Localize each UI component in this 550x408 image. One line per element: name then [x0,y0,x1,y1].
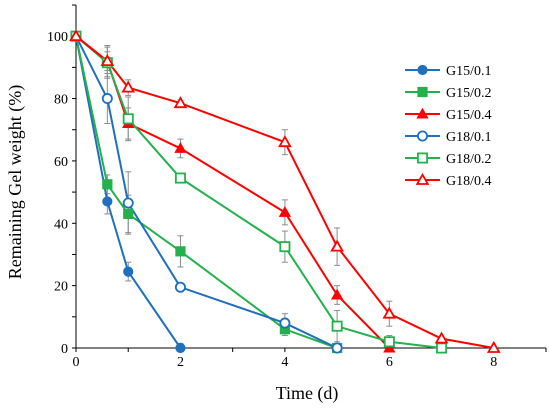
x-tick-label: 8 [490,355,497,370]
data-point-g15-0-2 [123,208,134,220]
y-tick-label: 20 [54,280,68,295]
legend-item-g15-0-1: G15/0.1 [405,64,492,79]
data-point-g15-0-1 [175,342,186,354]
legend-marker-g15-0-1 [417,64,428,76]
data-point-g15-0-2 [102,179,113,190]
legend-marker-g18-0-2 [416,152,428,164]
legend-label-g15-0-2: G15/0.2 [446,86,492,101]
legend: G15/0.1 G15/0.2 G15/0.4 G18/0.1 G18/0.2 G18/0… [405,64,492,189]
series-line-g18-0-4 [75,35,494,349]
data-point-g18-0-2 [436,342,448,354]
y-tick-label: 0 [61,342,68,357]
data-point-g18-0-1 [174,281,186,293]
legend-item-g15-0-2: G15/0.2 [405,86,492,101]
legend-label-g15-0-1: G15/0.1 [446,64,492,79]
series-line-g15-0-2 [75,35,338,349]
legend-label-g18-0-1: G18/0.1 [446,130,492,145]
data-point-g15-0-1 [123,266,134,277]
data-point-g18-0-4 [382,306,397,319]
data-point-g18-0-4 [121,80,136,93]
y-axis-title: Remaining Gel weight (%) [5,85,26,279]
data-point-g15-0-4 [174,142,187,153]
series-lines [75,35,494,349]
data-point-g18-0-4 [173,96,188,109]
data-point-g18-0-2 [174,172,186,184]
data-point-g15-0-1 [102,196,113,207]
y-tick-label: 80 [54,93,68,108]
legend-marker-g18-0-1 [416,130,428,142]
series-line-g18-0-1 [75,35,338,349]
data-point-g18-0-2 [383,336,395,348]
data-point-g15-0-4 [383,341,396,353]
x-tick-label: 2 [177,355,184,370]
data-point-g18-0-2 [279,241,291,253]
x-tick-label: 6 [386,355,393,370]
legend-item-g18-0-1: G18/0.1 [405,130,492,145]
data-point-g18-0-1 [101,93,113,105]
y-tick-label: 60 [54,155,68,170]
data-point-g15-0-2 [175,246,186,257]
data-point-g18-0-4 [278,135,292,148]
legend-label-g18-0-4: G18/0.4 [446,174,492,189]
x-tick-label: 4 [281,355,288,370]
data-point-g18-0-1 [122,197,134,209]
data-point-g18-0-1 [279,317,291,329]
data-point-g18-0-1 [331,342,343,354]
legend-label-g18-0-2: G18/0.2 [446,152,492,167]
data-point-g18-0-4 [100,54,115,66]
data-point-g18-0-2 [122,113,134,125]
legend-item-g15-0-4: G15/0.4 [405,107,492,123]
legend-marker-g15-0-4 [416,107,429,119]
x-axis-title: Time (d) [276,383,339,404]
data-point-g18-0-4 [69,29,83,42]
y-tick-label: 40 [54,217,68,232]
legend-marker-g15-0-2 [417,86,428,98]
data-point-g18-0-4 [330,239,344,252]
legend-marker-g18-0-4 [415,172,430,185]
data-point-g15-0-4 [330,288,344,300]
series-line-g18-0-2 [75,35,442,349]
series-line-g15-0-4 [75,35,391,349]
data-point-g18-0-4 [486,340,501,353]
series-markers [69,29,501,354]
data-point-g18-0-2 [331,320,343,332]
legend-item-g18-0-2: G18/0.2 [405,152,492,167]
x-tick-label: 0 [73,355,80,370]
series-line-g15-0-1 [75,35,182,349]
legend-item-g18-0-4: G18/0.4 [405,172,492,189]
data-point-g18-0-4 [434,331,449,344]
legend-label-g15-0-4: G15/0.4 [446,108,492,123]
y-tick-label: 100 [47,30,68,45]
data-point-g15-0-4 [278,206,292,217]
